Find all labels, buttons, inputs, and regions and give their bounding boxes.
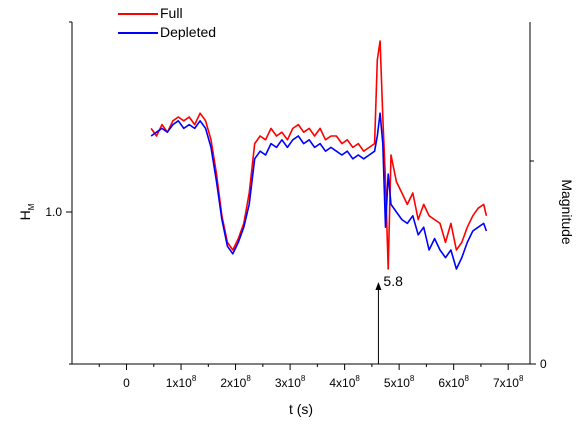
y-axis-label: HM [17, 203, 36, 220]
x-tick-exponent: 8 [355, 374, 360, 383]
y-tick-label: 1.0 [45, 205, 62, 219]
x-axis-label: t (s) [289, 401, 313, 417]
annotation: 5.8 [375, 273, 403, 364]
legend: Full Depleted [118, 5, 216, 40]
x-tick-label: 6x108 [438, 374, 469, 390]
x-tick-exponent: 8 [519, 374, 524, 383]
series-line-full [150, 40, 488, 270]
x-tick-mantissa: 3x10 [275, 376, 301, 390]
right-axis-label: Magnitude [559, 179, 575, 245]
series-layer [150, 40, 488, 270]
x-ticks: 0 1x108 2x108 3x108 4x108 5x108 6x108 7x108 [98, 364, 524, 390]
x-tick-exponent: 8 [464, 374, 469, 383]
series-line-depleted [150, 112, 488, 270]
x-tick-label: 5x108 [384, 374, 415, 390]
y-axis-label-main: H [17, 210, 33, 220]
annotation-label: 5.8 [383, 273, 403, 289]
x-tick-label: 7x108 [493, 374, 524, 390]
x-tick-label: 0 [123, 376, 130, 390]
x-tick-exponent: 8 [301, 374, 306, 383]
x-tick-exponent: 8 [410, 374, 415, 383]
y-axis-label-subscript: M [27, 203, 36, 210]
x-tick-label: 2x108 [220, 374, 251, 390]
x-tick-mantissa: 5x10 [384, 376, 410, 390]
x-tick-exponent: 8 [246, 374, 251, 383]
right-tick-label: 0 [540, 357, 547, 371]
x-tick-exponent: 8 [192, 374, 197, 383]
x-tick-label: 3x108 [275, 374, 306, 390]
x-tick-label: 1x108 [166, 374, 197, 390]
x-tick-mantissa: 6x10 [438, 376, 464, 390]
x-tick-mantissa: 4x10 [329, 376, 355, 390]
plot-frame [71, 22, 531, 365]
y-ticks: 1.00 [45, 21, 547, 371]
annotation-arrowhead [375, 282, 382, 290]
legend-label-full: Full [160, 5, 183, 21]
x-tick-mantissa: 2x10 [220, 376, 246, 390]
x-tick-mantissa: 1x10 [166, 376, 192, 390]
legend-label-depleted: Depleted [160, 24, 216, 40]
x-tick-label: 4x108 [329, 374, 360, 390]
x-tick-mantissa: 7x10 [493, 376, 519, 390]
